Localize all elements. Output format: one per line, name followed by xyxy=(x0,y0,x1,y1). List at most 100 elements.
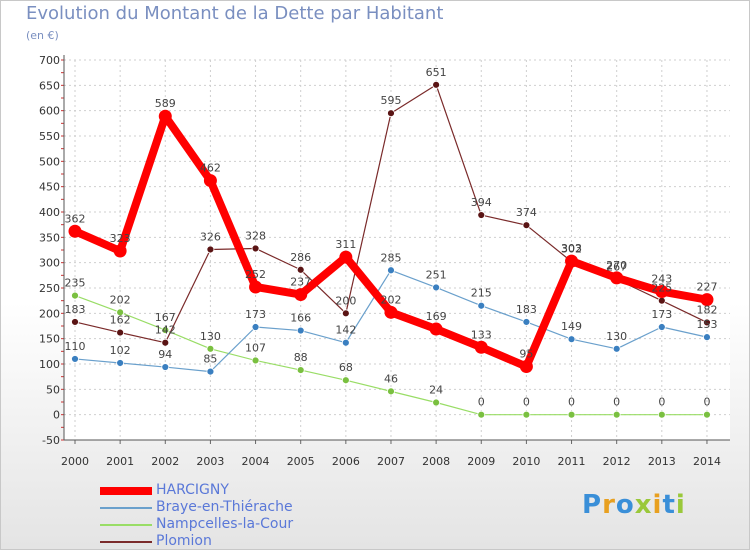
data-point-nampcelles xyxy=(71,291,79,300)
data-point-braye xyxy=(657,323,666,331)
data-point-plomion xyxy=(657,296,666,305)
x-tick-label: 2011 xyxy=(558,455,586,468)
data-point-nampcelles xyxy=(341,376,350,385)
legend-item-braye: Braye-en-Thiérache xyxy=(100,499,360,516)
line-chart: -50 0 50 100 150 200 250 300 350 400 450 500 550 600 6… xyxy=(39,54,730,468)
data-label-plomion: 182 xyxy=(696,303,717,316)
data-label-plomion: 225 xyxy=(651,282,672,295)
data-label-nampcelles: 0 xyxy=(568,396,575,409)
y-tick-label: 250 xyxy=(39,282,60,295)
data-label-nampcelles: 46 xyxy=(384,372,398,385)
data-label-braye: 149 xyxy=(561,320,582,333)
x-tick-label: 2005 xyxy=(287,455,315,468)
legend-swatch-plomion xyxy=(100,541,152,543)
legend-item-nampcelles: Nampcelles-la-Cour xyxy=(100,516,360,533)
data-label-harcigny: 237 xyxy=(290,276,311,289)
legend-label-nampcelles: Nampcelles-la-Cour xyxy=(156,516,294,532)
y-tick-label: 300 xyxy=(39,257,60,270)
data-label-plomion: 142 xyxy=(155,324,176,337)
logo-letter: x xyxy=(634,490,653,520)
y-tick-label: 550 xyxy=(39,130,60,143)
data-point-nampcelles xyxy=(161,326,170,334)
y-tick-label: 0 xyxy=(53,409,60,422)
logo-letter: t xyxy=(662,490,676,520)
x-tick-label: 2010 xyxy=(512,455,540,468)
data-point-harcigny xyxy=(68,224,82,238)
data-label-nampcelles: 0 xyxy=(658,396,665,409)
y-tick-label: 100 xyxy=(39,358,60,371)
data-label-braye: 85 xyxy=(203,353,217,366)
data-point-braye xyxy=(477,301,486,310)
y-tick-label: -50 xyxy=(42,434,60,447)
data-point-harcigny xyxy=(384,305,398,319)
data-point-nampcelles xyxy=(703,410,711,419)
data-label-braye: 153 xyxy=(696,318,717,331)
data-label-plomion: 595 xyxy=(380,94,401,107)
y-tick-label: 150 xyxy=(39,333,60,346)
data-point-plomion xyxy=(161,338,170,347)
y-tick-label: 500 xyxy=(39,155,60,168)
logo-letter: i xyxy=(675,490,686,520)
data-label-harcigny: 202 xyxy=(380,293,401,306)
data-label-nampcelles: 68 xyxy=(339,361,353,374)
data-label-harcigny: 95 xyxy=(519,348,533,361)
data-label-braye: 166 xyxy=(290,312,311,325)
data-point-harcigny xyxy=(519,360,533,374)
data-label-harcigny: 227 xyxy=(696,281,717,294)
data-label-plomion: 200 xyxy=(335,294,356,307)
data-label-braye: 130 xyxy=(606,330,627,343)
data-label-plomion: 286 xyxy=(290,251,311,264)
data-label-nampcelles: 107 xyxy=(245,341,266,354)
x-tick-label: 2003 xyxy=(196,455,224,468)
data-point-braye xyxy=(161,363,170,371)
data-point-harcigny xyxy=(158,109,172,123)
data-label-nampcelles: 0 xyxy=(703,396,710,409)
data-label-harcigny: 303 xyxy=(561,242,582,255)
x-tick-label: 2006 xyxy=(332,455,360,468)
data-point-braye xyxy=(116,359,125,367)
data-point-braye xyxy=(387,266,395,275)
data-label-plomion: 302 xyxy=(561,243,582,256)
data-point-harcigny xyxy=(474,340,488,354)
data-label-braye: 110 xyxy=(65,340,86,353)
data-point-nampcelles xyxy=(567,410,576,419)
data-point-nampcelles xyxy=(477,410,486,419)
data-point-harcigny xyxy=(610,271,624,285)
data-point-plomion xyxy=(703,318,711,327)
data-label-harcigny: 311 xyxy=(335,238,356,251)
data-label-plomion: 651 xyxy=(426,66,447,79)
data-point-plomion xyxy=(387,109,395,118)
data-label-harcigny: 270 xyxy=(606,259,627,272)
data-label-plomion: 328 xyxy=(245,229,266,242)
y-tick-label: 700 xyxy=(39,54,60,67)
data-point-nampcelles xyxy=(612,410,621,419)
data-point-braye xyxy=(71,355,79,363)
logo-letter: i xyxy=(652,490,663,520)
x-tick-label: 2013 xyxy=(648,455,676,468)
data-point-braye xyxy=(341,338,350,347)
data-point-plomion xyxy=(341,309,350,318)
data-label-plomion: 394 xyxy=(471,196,492,209)
data-point-harcigny xyxy=(565,254,579,268)
data-point-nampcelles xyxy=(206,344,215,353)
data-point-plomion xyxy=(206,245,215,254)
legend: HARCIGNY Braye-en-Thiérache Nampcelles-l… xyxy=(100,482,360,550)
y-tick-label: 350 xyxy=(39,231,60,244)
data-label-braye: 173 xyxy=(651,308,672,321)
data-label-braye: 215 xyxy=(471,287,492,300)
data-label-braye: 102 xyxy=(110,344,131,357)
y-tick-label: 50 xyxy=(46,383,60,396)
data-label-nampcelles: 24 xyxy=(429,384,443,397)
data-label-plomion: 374 xyxy=(516,206,537,219)
y-tick-label: 650 xyxy=(39,79,60,92)
data-point-plomion xyxy=(432,80,441,89)
data-point-braye xyxy=(432,283,441,292)
data-label-harcigny: 169 xyxy=(426,310,447,323)
x-tick-label: 2009 xyxy=(467,455,495,468)
x-tick-label: 2001 xyxy=(106,455,134,468)
data-label-nampcelles: 130 xyxy=(200,330,221,343)
data-label-plomion: 326 xyxy=(200,230,221,243)
data-label-braye: 94 xyxy=(158,348,172,361)
y-tick-label: 450 xyxy=(39,181,60,194)
data-point-braye xyxy=(567,335,576,344)
